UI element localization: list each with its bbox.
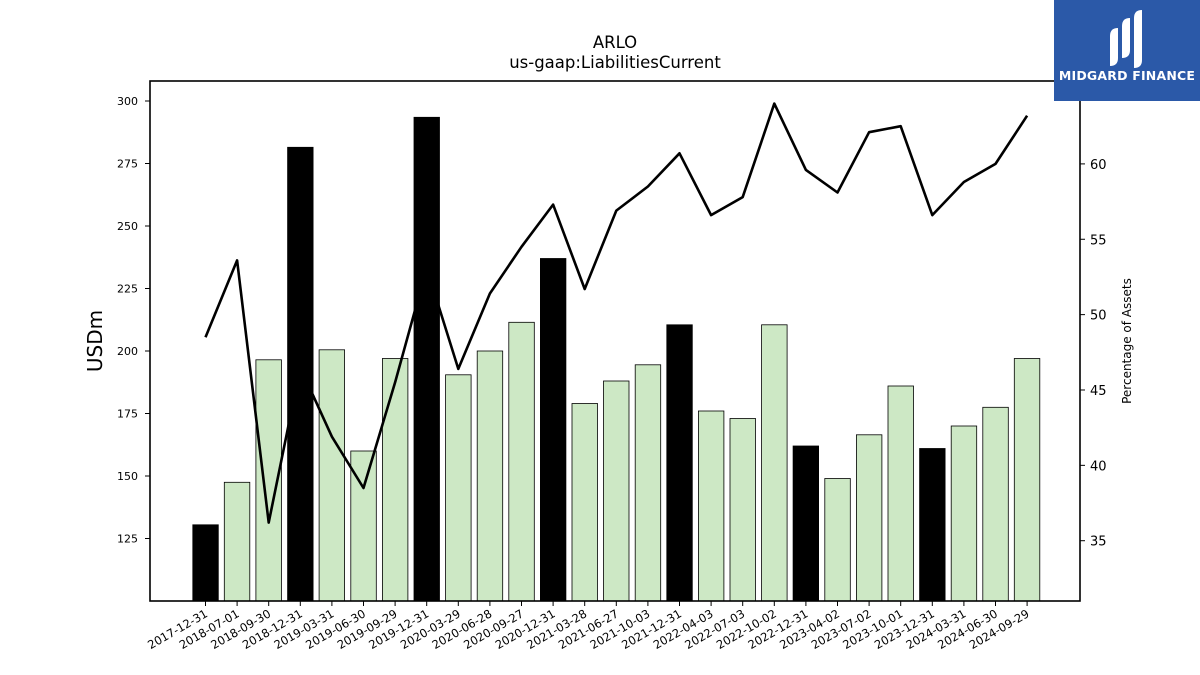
bar [192,524,219,602]
bar [666,324,693,602]
y-tick-label: 300 [117,95,138,108]
bar [381,358,409,602]
bar [634,364,662,602]
bar [950,425,978,602]
y-axis-label: USDm [83,310,107,372]
y-tick-label: 200 [117,345,138,358]
bar [603,380,630,602]
bar [792,445,819,602]
bar [508,321,535,602]
bar [445,374,472,602]
bar [982,406,1009,602]
bar [571,403,598,602]
bar [698,410,725,602]
line-percentage-of-assets [204,102,1029,524]
bar [824,478,851,602]
bar [729,418,756,602]
y-tick-label: 225 [117,283,138,296]
y-axis-ticks: 125 150 175 200 225 250 275 300 [117,95,150,546]
midgard-finance-logo: MIDGARD FINANCE [1054,0,1200,101]
bar [919,448,946,602]
y-tick-label: 175 [117,408,138,421]
chart-subtitle: us-gaap:LiabilitiesCurrent [509,53,721,72]
midgard-logo-icon [1110,10,1142,68]
y-tick-label: 250 [117,220,138,233]
y2-tick-label: 60 [1090,158,1107,173]
y2-tick-label: 40 [1090,459,1107,474]
y2-tick-label: 50 [1090,309,1107,324]
bar [887,385,914,602]
y2-tick-label: 35 [1090,535,1107,550]
bar [856,434,883,602]
y-tick-label: 150 [117,470,138,483]
bar [223,481,251,602]
bar [476,350,504,602]
y2-axis-label: Percentage of Assets [1120,278,1134,404]
y-tick-label: 275 [117,158,138,171]
bar-series [192,116,1041,602]
y2-axis-ticks: 35 40 45 50 55 60 [1080,158,1107,550]
bar [761,324,788,602]
bar [318,349,346,602]
bar [287,146,314,602]
logo-text: MIDGARD FINANCE [1058,68,1196,83]
x-axis-ticks: 2017-12-312018-07-012018-09-302018-12-31… [145,601,1032,652]
line-series [204,102,1029,524]
y-tick-label: 125 [117,533,138,546]
plot-frame [149,80,1081,602]
bar [413,116,440,602]
y2-tick-label: 45 [1090,384,1107,399]
chart-title: ARLO [593,33,637,52]
y2-tick-label: 55 [1090,233,1107,248]
bar [1013,358,1041,602]
bar [540,258,567,602]
